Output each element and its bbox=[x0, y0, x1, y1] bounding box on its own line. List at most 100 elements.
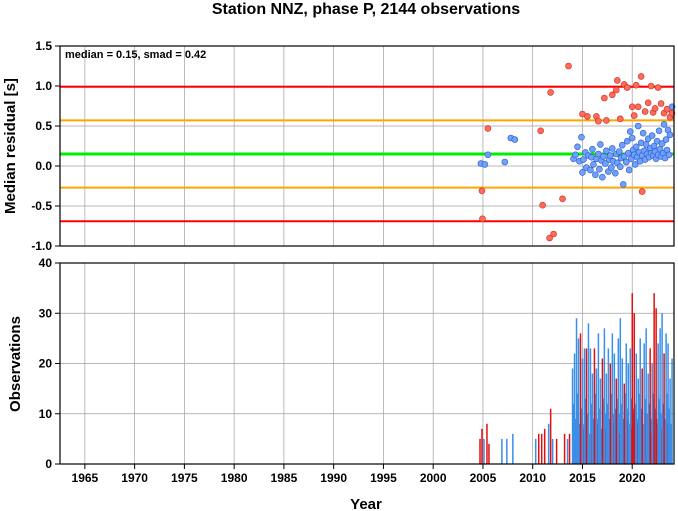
x-tick-label: 2005 bbox=[470, 471, 497, 485]
inlier-point bbox=[658, 140, 666, 147]
observation-bar bbox=[629, 348, 632, 464]
outlier-point bbox=[663, 105, 671, 113]
outlier-point bbox=[546, 234, 553, 242]
observation-bar bbox=[606, 403, 609, 464]
top-y-tick-label: 0.0 bbox=[35, 159, 52, 173]
bottom-y-tick-label: 40 bbox=[39, 256, 53, 270]
observation-bar bbox=[617, 338, 620, 464]
x-tick-label: 1965 bbox=[72, 471, 99, 485]
observation-bar bbox=[583, 348, 586, 464]
observation-bar bbox=[643, 343, 645, 464]
top-y-tick-label: -1.0 bbox=[31, 239, 52, 253]
chart-title: Station NNZ, phase P, 2144 observations bbox=[212, 1, 520, 18]
observation-bar bbox=[614, 408, 616, 464]
outlier-point bbox=[628, 103, 636, 111]
observation-bar bbox=[658, 398, 660, 464]
inlier-point bbox=[616, 163, 624, 171]
inlier-point bbox=[484, 151, 492, 159]
outlier-point bbox=[651, 105, 659, 112]
observation-bar bbox=[671, 358, 673, 464]
inlier-point bbox=[625, 166, 633, 174]
observation-bar bbox=[573, 353, 576, 464]
observation-bar bbox=[579, 333, 582, 464]
observation-bar bbox=[572, 403, 575, 464]
observation-bar bbox=[652, 393, 654, 464]
observation-bar bbox=[627, 363, 630, 464]
bottom-y-axis-label: Observations bbox=[7, 316, 24, 412]
observation-bar bbox=[645, 328, 647, 464]
x-tick-label: 2010 bbox=[519, 471, 546, 485]
observation-bar bbox=[649, 348, 651, 464]
outlier-point bbox=[584, 113, 591, 120]
inlier-point bbox=[666, 131, 674, 139]
observation-bar bbox=[534, 438, 537, 464]
top-y-tick-label: 1.0 bbox=[35, 79, 52, 93]
inlier-point bbox=[603, 147, 610, 155]
x-tick-label: 1990 bbox=[320, 471, 347, 485]
observation-bar bbox=[648, 403, 650, 464]
observation-bar bbox=[595, 368, 598, 464]
inlier-point bbox=[592, 171, 599, 179]
observation-bar bbox=[608, 418, 611, 464]
outlier-point bbox=[539, 201, 546, 209]
observation-bar bbox=[587, 323, 590, 464]
observation-bar bbox=[659, 328, 661, 464]
observation-bar bbox=[615, 378, 618, 464]
bottom-y-ticks: 0 10 20 30 40 bbox=[39, 256, 60, 471]
inlier-point bbox=[619, 181, 627, 188]
outlier-point bbox=[603, 117, 610, 124]
observation-bar bbox=[568, 433, 571, 464]
bottom-y-tick-label: 20 bbox=[39, 357, 53, 371]
observation-bar bbox=[623, 383, 626, 464]
observation-bar bbox=[620, 403, 622, 464]
observation-bar bbox=[651, 363, 653, 464]
bottom-y-tick-label: 10 bbox=[39, 407, 53, 421]
inlier-point bbox=[632, 143, 640, 151]
observation-bar bbox=[670, 423, 672, 464]
outlier-point bbox=[634, 103, 642, 111]
observation-bar bbox=[481, 428, 483, 464]
top-y-ticks: -1.0 -0.5 0.0 0.5 1.0 1.5 bbox=[31, 39, 60, 253]
observation-bar bbox=[597, 333, 600, 464]
top-y-axis-label: Median residual [s] bbox=[2, 78, 19, 214]
inlier-point bbox=[572, 151, 579, 159]
observation-bar bbox=[512, 433, 514, 464]
inlier-point bbox=[580, 156, 587, 163]
outlier-point bbox=[623, 84, 631, 91]
inlier-point bbox=[660, 121, 668, 128]
x-tick-label: 2015 bbox=[569, 471, 596, 485]
top-y-tick-label: 1.5 bbox=[35, 39, 52, 53]
stats-annotation: median = 0.15, smad = 0.42 bbox=[65, 49, 206, 61]
observation-bar bbox=[610, 393, 613, 464]
observation-bar bbox=[621, 358, 624, 464]
inlier-point bbox=[665, 151, 673, 159]
inlier-point bbox=[596, 165, 603, 173]
outlier-point bbox=[559, 195, 566, 203]
outlier-point bbox=[657, 100, 665, 107]
inlier-point bbox=[602, 160, 609, 167]
inlier-point bbox=[589, 145, 596, 153]
observation-bar bbox=[642, 423, 644, 464]
outlier-point bbox=[638, 188, 646, 195]
observation-bar bbox=[486, 423, 488, 464]
observation-bar bbox=[607, 348, 610, 464]
outlier-point bbox=[641, 108, 649, 115]
outlier-point bbox=[609, 91, 616, 99]
observation-bar bbox=[638, 393, 640, 464]
inlier-point bbox=[618, 141, 626, 149]
observation-bar bbox=[506, 438, 508, 464]
outlier-point bbox=[647, 82, 655, 90]
x-tick-label: 1970 bbox=[121, 471, 148, 485]
observation-bar bbox=[483, 438, 485, 464]
observation-bar bbox=[576, 393, 579, 464]
observation-bar bbox=[628, 423, 630, 464]
inlier-point bbox=[590, 161, 597, 168]
observation-bar bbox=[625, 343, 628, 464]
observation-bar bbox=[599, 378, 602, 464]
inlier-point bbox=[648, 132, 656, 139]
observation-bar bbox=[593, 348, 596, 464]
observation-bar bbox=[580, 408, 583, 464]
inlier-point bbox=[501, 158, 509, 166]
x-tick-label: 2020 bbox=[619, 471, 646, 485]
outlier-point bbox=[547, 89, 554, 96]
